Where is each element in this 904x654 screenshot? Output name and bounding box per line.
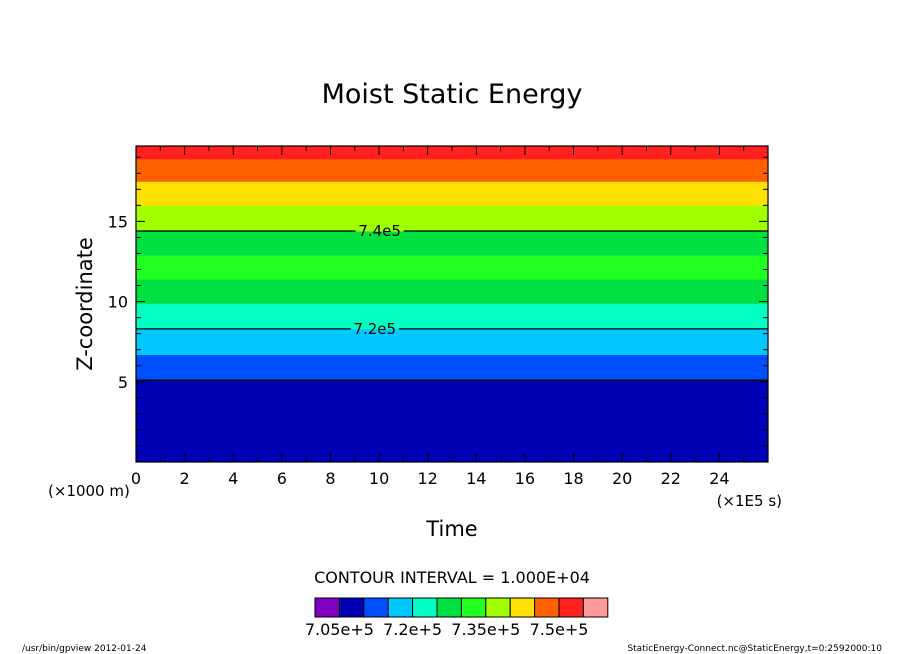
contour-band-1	[136, 380, 768, 463]
colorbar-label: 7.35e+5	[451, 620, 520, 639]
x-tick-label: 0	[131, 469, 141, 488]
x-tick-label: 20	[612, 469, 632, 488]
x-tick-label: 18	[563, 469, 583, 488]
contour-label-3: 7.4e5	[358, 222, 401, 240]
contour-band-7	[136, 231, 768, 256]
y-unit-label: (×1000 m)	[48, 482, 130, 500]
contour-band-5	[136, 279, 768, 304]
x-tick-label: 2	[180, 469, 190, 488]
x-unit-label: (×1E5 s)	[717, 492, 782, 510]
contour-band-8	[136, 205, 768, 232]
x-tick-label: 4	[228, 469, 238, 488]
colorbar-swatch	[387, 597, 414, 618]
contour-band-6	[136, 255, 768, 280]
footer-left: /usr/bin/gpview 2012-01-24	[22, 644, 147, 654]
colorbar-label: 7.05e+5	[305, 620, 374, 639]
y-tick-label: 10	[108, 293, 128, 312]
colorbar: 7.05e+5 7.2e+5 7.35e+5 7.5e+5	[305, 597, 609, 639]
plot-area: 7.2e5 7.4e5	[136, 146, 768, 463]
colorbar-swatch	[485, 597, 511, 618]
colorbar-swatch	[558, 597, 584, 618]
contour-band-4	[136, 303, 768, 330]
contour-label-2: 7.2e5	[353, 320, 396, 338]
contour-band-3	[136, 328, 768, 356]
x-tick-label: 10	[369, 469, 389, 488]
colorbar-label: 7.2e+5	[383, 620, 442, 639]
contour-band-2	[136, 354, 768, 381]
colorbar-swatch	[314, 597, 340, 618]
y-axis-label: Z-coordinate	[73, 237, 97, 371]
colorbar-label: 7.5e+5	[530, 620, 589, 639]
colorbar-swatch	[534, 597, 560, 618]
x-tick-label: 16	[515, 469, 535, 488]
y-tick-label: 5	[118, 373, 128, 392]
footer-right: StaticEnergy-Connect.nc@StaticEnergy,t=0…	[627, 644, 882, 654]
colorbar-swatch	[509, 597, 536, 618]
contour-band-9	[136, 181, 768, 206]
colorbar-swatch	[436, 597, 462, 618]
x-tick-label: 8	[325, 469, 335, 488]
x-tick-label: 24	[709, 469, 729, 488]
colorbar-swatch	[363, 597, 389, 618]
x-tick-label: 6	[277, 469, 287, 488]
x-tick-label: 14	[466, 469, 486, 488]
colorbar-swatch	[412, 597, 438, 618]
x-axis-label: Time	[425, 517, 477, 541]
x-tick-label: 12	[418, 469, 438, 488]
chart-title: Moist Static Energy	[322, 79, 583, 110]
contour-interval-text: CONTOUR INTERVAL = 1.000E+04	[314, 568, 590, 587]
colorbar-swatch	[582, 597, 609, 618]
x-tick-label: 22	[661, 469, 681, 488]
y-tick-label: 15	[108, 212, 128, 231]
contour-band-11	[136, 146, 768, 160]
colorbar-swatch	[338, 597, 365, 618]
contour-band-10	[136, 158, 768, 182]
colorbar-swatch	[460, 597, 487, 618]
